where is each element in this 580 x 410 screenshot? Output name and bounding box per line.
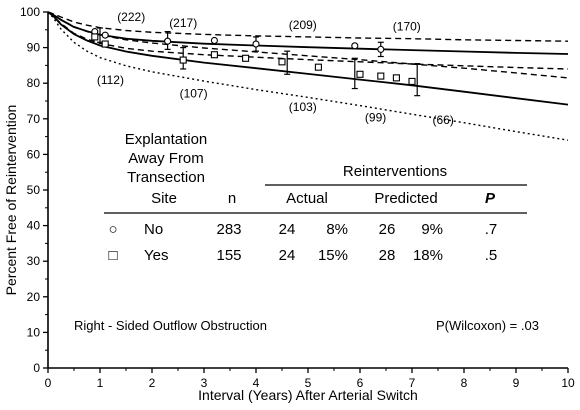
table-header-predicted: Predicted xyxy=(374,190,437,207)
table-header-site: Site xyxy=(151,190,177,207)
y-tick-label-100: 100 xyxy=(20,5,40,19)
table-row-yes-actual-n: 24 xyxy=(279,247,296,264)
table-row-no-pred-n: 26 xyxy=(379,221,396,238)
table-row-yes-p: .5 xyxy=(485,247,498,264)
table-group-title-line-2: Away From xyxy=(128,150,204,167)
at-risk-label: (170) xyxy=(393,20,421,34)
x-tick-label-2: 2 xyxy=(149,376,156,390)
x-tick-label-9: 9 xyxy=(513,376,520,390)
x-tick-label-0: 0 xyxy=(45,376,52,390)
at-risk-annotations: (222) (217) (209) (170) (112) (107) (103) (99) (… xyxy=(97,10,454,127)
table-row-no-site: No xyxy=(144,221,163,238)
at-risk-label: (112) xyxy=(97,73,124,87)
y-tick-label-30: 30 xyxy=(27,254,41,268)
x-tick-label-6: 6 xyxy=(357,376,364,390)
y-tick-label-20: 20 xyxy=(27,290,41,304)
table-row-yes-site: Yes xyxy=(144,247,168,264)
y-axis-title: Percent Free of Reintervention xyxy=(3,105,19,296)
point-yes-square xyxy=(101,40,109,48)
point-yes-square xyxy=(242,54,250,62)
curve-yes-parametric xyxy=(47,11,569,106)
table-header-n: n xyxy=(228,190,236,207)
curve-yes-ci-upper xyxy=(47,11,569,79)
point-no-circle xyxy=(210,36,218,45)
footer-outflow-label: Right - Sided Outflow Obstruction xyxy=(74,318,267,333)
x-tick-label-10: 10 xyxy=(561,376,575,390)
x-tick-label-8: 8 xyxy=(461,376,468,390)
x-tick-label-7: 7 xyxy=(409,376,416,390)
table-row-no-pred-pct: 9% xyxy=(421,221,443,238)
at-risk-label: (107) xyxy=(180,86,208,100)
summary-table: Explantation Away From Transection Reint… xyxy=(104,131,527,264)
table-row-no-actual-pct: 8% xyxy=(326,221,348,238)
at-risk-label: (217) xyxy=(169,16,197,30)
point-no-circle xyxy=(164,37,172,45)
table-row-no-n: 283 xyxy=(216,221,241,238)
table-row-no-actual-n: 24 xyxy=(279,221,296,238)
at-risk-label: (103) xyxy=(289,100,317,114)
table-row-yes-pred-pct: 18% xyxy=(413,247,443,264)
y-tick-label-70: 70 xyxy=(27,112,41,126)
y-tick-label-50: 50 xyxy=(27,183,41,197)
point-yes-square xyxy=(392,74,400,82)
point-yes-square xyxy=(179,56,187,64)
table-row-no-p: .7 xyxy=(485,221,498,238)
table-reinterventions-label: Reinterventions xyxy=(343,163,447,180)
at-risk-label: (222) xyxy=(117,10,145,24)
table-header-actual: Actual xyxy=(286,190,328,207)
series-layer xyxy=(47,11,569,141)
y-tick-label-40: 40 xyxy=(27,219,41,233)
curve-no-ci-upper xyxy=(47,11,569,42)
point-no-circle xyxy=(351,42,359,50)
table-group-title-line-1: Explantation xyxy=(125,131,208,148)
point-yes-square xyxy=(356,70,364,78)
point-yes-square xyxy=(91,33,99,41)
point-no-circle xyxy=(101,31,109,39)
y-tick-label-60: 60 xyxy=(27,147,41,161)
table-header-p: P xyxy=(485,190,496,207)
point-no-circle xyxy=(377,45,385,53)
at-risk-label: (99) xyxy=(365,110,386,124)
table-row-yes-symbol: □ xyxy=(108,247,117,264)
table-row-yes-pred-n: 28 xyxy=(379,247,396,264)
point-yes-square xyxy=(278,58,286,66)
point-yes-square xyxy=(377,72,385,80)
x-tick-label-5: 5 xyxy=(305,376,312,390)
table-row-yes-actual-pct: 15% xyxy=(318,247,348,264)
table-group-title-line-3: Transection xyxy=(127,169,205,186)
x-tick-label-1: 1 xyxy=(97,376,104,390)
point-no-circle xyxy=(252,40,260,48)
y-tick-label-80: 80 xyxy=(27,76,41,90)
table-row-yes-n: 155 xyxy=(216,247,241,264)
curve-yes-ci-lower xyxy=(47,11,569,141)
footer-wilcoxon: P(Wilcoxon) = .03 xyxy=(436,318,539,333)
point-yes-square xyxy=(314,63,322,71)
y-tick-label-90: 90 xyxy=(27,41,41,55)
point-yes-square xyxy=(210,51,218,59)
x-tick-label-4: 4 xyxy=(253,376,260,390)
y-tick-label-0: 0 xyxy=(33,361,40,375)
at-risk-label: (209) xyxy=(289,18,317,32)
point-yes-square xyxy=(408,77,416,85)
y-tick-label-10: 10 xyxy=(27,325,41,339)
data-points xyxy=(91,28,416,85)
table-row-no-symbol: ○ xyxy=(108,221,117,238)
x-axis-title: Interval (Years) After Arterial Switch xyxy=(198,387,418,403)
x-tick-label-3: 3 xyxy=(201,376,208,390)
at-risk-label: (66) xyxy=(433,113,454,127)
